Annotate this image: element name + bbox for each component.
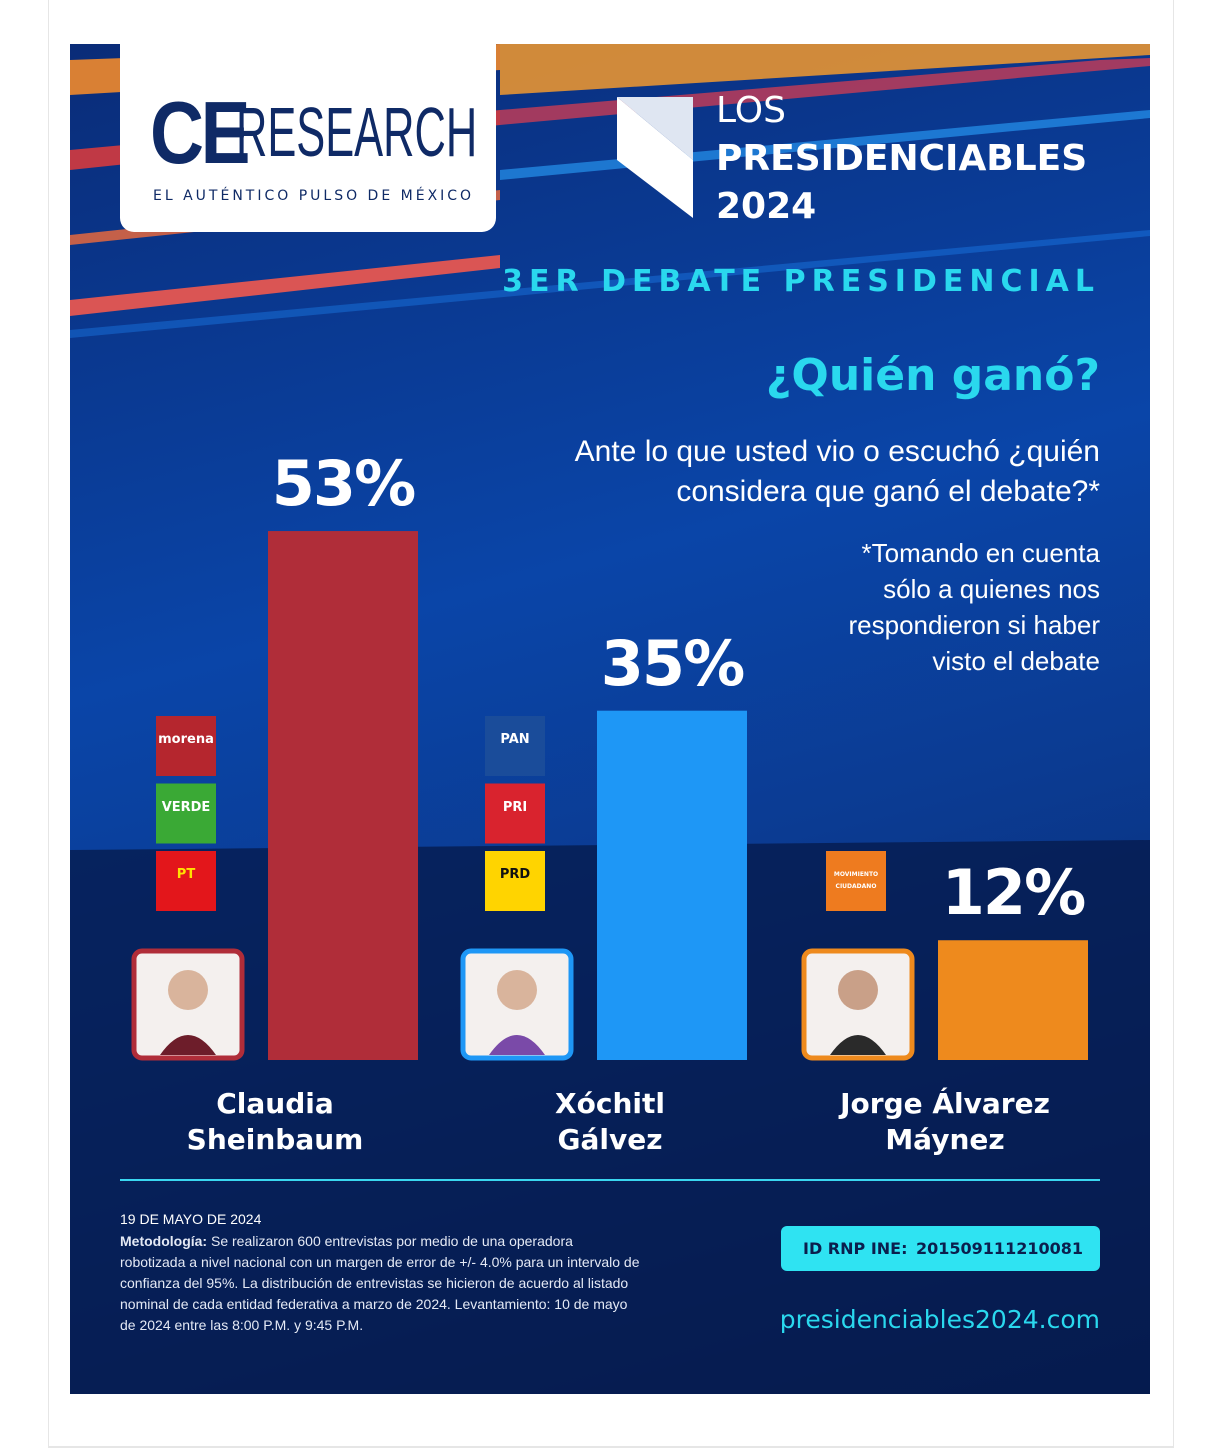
bar [268,531,418,1060]
website: presidenciables2024.com [779,1305,1100,1334]
party-logo [156,783,216,844]
value-label: 12% [941,856,1086,930]
candidate-name: Jorge Álvarez Máynez [840,1087,1050,1156]
bar [938,940,1088,1060]
card [48,0,1174,1448]
bar [597,710,747,1060]
party-logo [156,716,216,776]
chart-title: ¿Quién ganó? [765,350,1100,401]
brand-research: RESEARCH [236,93,478,171]
methodology-label: Metodología: [120,1233,208,1249]
candidate-name: Xóchitl Gálvez [555,1087,665,1156]
brand-ce: CE [150,83,251,182]
event-title: 3ER DEBATE PRESIDENCIAL [502,264,1100,299]
methodology-text: Se realizaron 600 entrevistas por medio … [120,1233,640,1333]
series-title-1: LOS [716,90,786,131]
chart-note: *Tomando en cuenta sólo a quienes nos re… [848,538,1101,676]
value-label: 53% [271,447,416,521]
party-name: PRD [499,867,531,882]
registry-box [781,1226,1100,1271]
registry-label: ID RNP INE: [803,1239,908,1258]
party-name: PT [176,867,196,882]
party-logo [826,851,886,911]
party-logo [485,716,545,776]
party-logo [485,851,545,911]
party-logo [485,783,545,844]
presidenciables-logo [617,97,693,160]
candidate-photos [131,948,915,1061]
brand-box [120,30,496,232]
party-logo [156,851,216,911]
chart-subtitle: Ante lo que usted vio o escuchó ¿quién c… [574,435,1100,508]
party-name: MOVIMIENTO CIUDADANO [833,871,879,890]
presidenciables-logo [617,97,693,218]
party-name: PRI [502,799,528,815]
footer-date: 19 DE MAYO DE 2024 [120,1211,262,1227]
party-name: VERDE [161,799,211,815]
series-title-3: 2024 [716,186,817,227]
candidate-name: Claudia Sheinbaum [186,1087,364,1156]
methodology: Metodología: Se realizaron 600 entrevist… [120,1231,640,1336]
series-title-2: PRESIDENCIABLES [716,138,1088,179]
party-name: PAN [500,732,530,747]
party-name: morena [158,732,214,747]
brand-tagline: EL AUTÉNTICO PULSO DE MÉXICO [153,188,475,204]
value-label: 35% [600,626,745,700]
registry-id: 201509111210081 [916,1239,1083,1258]
